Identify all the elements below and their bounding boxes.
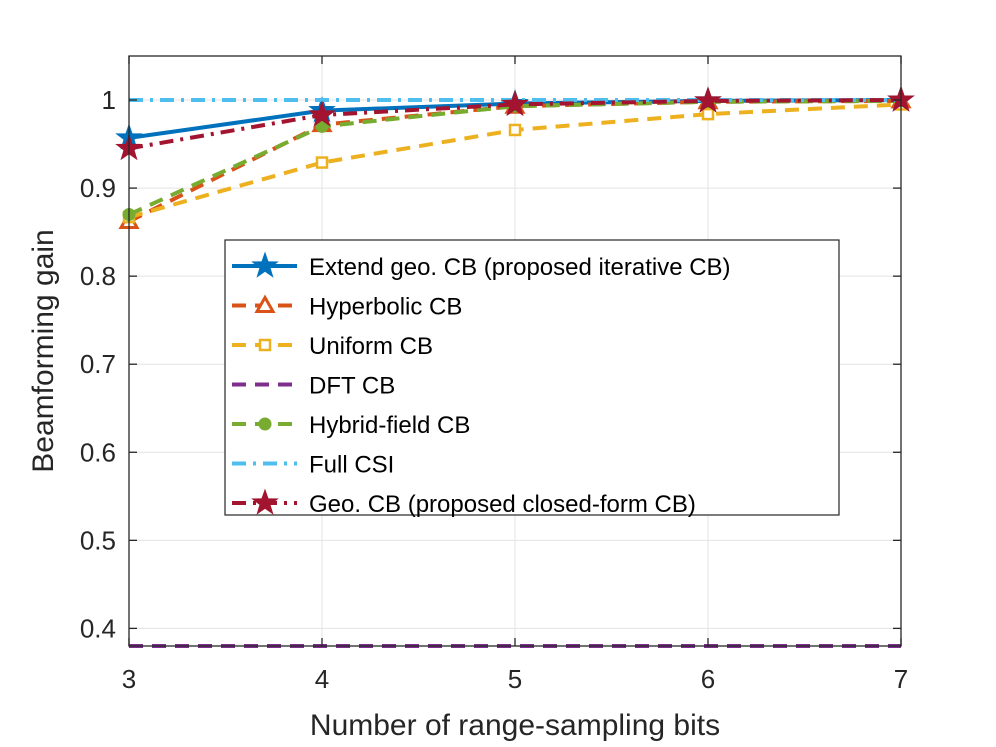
series-point [694,86,722,113]
series-line [128,98,902,151]
y-tick-label: 0.6 [80,437,116,467]
x-axis-label: Number of range-sampling bits [310,709,720,742]
series-point [315,156,329,169]
series-line [128,98,902,217]
ticks: 3 4 5 6 7 0.4 0.5 0.6 0.7 0.8 0.9 1 [80,56,908,694]
series-point [701,107,715,121]
series-point [308,100,336,127]
x-tick-label: 5 [508,664,522,694]
legend-marker [251,251,279,278]
legend-label: Geo. CB (proposed closed-form CB) [309,491,696,518]
legend-marker [258,417,272,431]
series-point [508,123,522,137]
legend-marker [254,294,276,313]
legend-label: Extend geo. CB (proposed iterative CB) [309,254,731,281]
legend-label: Hybrid-field CB [309,412,470,439]
y-tick-label: 0.7 [80,349,116,379]
legend-label: DFT CB [309,373,395,400]
y-axis-label: Beamforming gain [27,229,60,472]
y-tick-label: 0.9 [80,173,116,203]
legend-marker [258,338,272,352]
legend-label: Hyperbolic CB [309,294,462,321]
series-point [501,89,529,117]
x-tick-label: 7 [894,664,908,694]
legend-label: Uniform CB [309,333,433,360]
legend-marker [251,488,279,515]
y-tick-label: 1 [102,85,116,115]
x-tick-label: 6 [701,664,715,694]
legend-label: Full CSI [309,452,394,479]
x-tick-label: 4 [315,664,329,694]
y-tick-label: 0.8 [80,261,116,291]
y-tick-label: 0.5 [80,525,116,555]
y-tick-label: 0.4 [80,613,116,643]
legend-box [224,239,840,516]
legend: Extend geo. CB (proposed iterative CB) Hy… [224,239,840,518]
x-tick-label: 3 [122,664,136,694]
